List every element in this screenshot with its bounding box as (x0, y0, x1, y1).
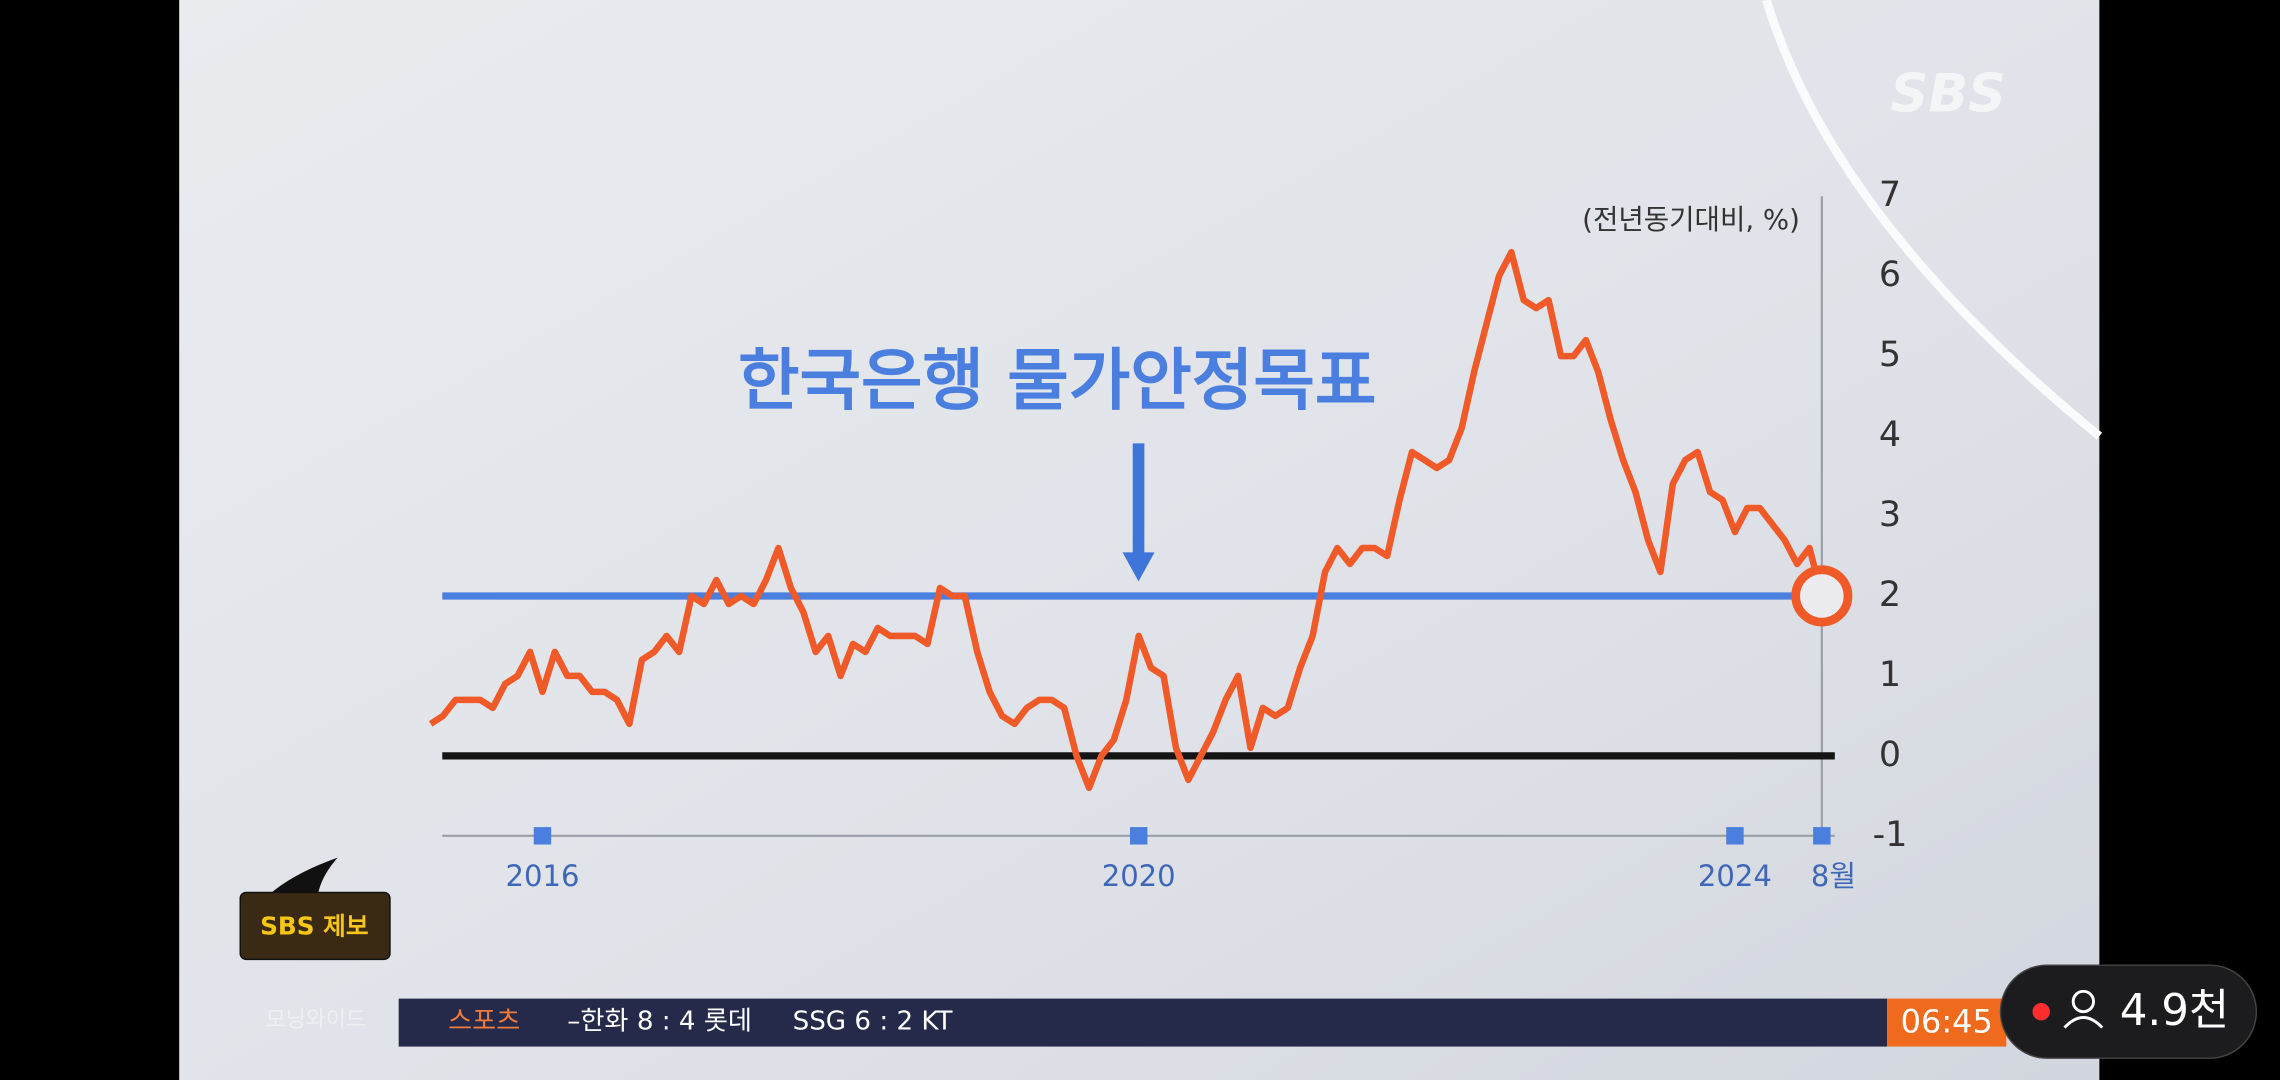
tip-badge-text: SBS 제보 (260, 911, 368, 940)
x-tick-mark (1726, 827, 1744, 845)
tip-badge (239, 891, 391, 961)
annotation: 한국은행 물가안정목표 (738, 342, 1376, 420)
y-tick-label: 4 (1879, 415, 1901, 455)
ticker-bar (398, 998, 1888, 1047)
viewer-icon (2071, 989, 2095, 1014)
viewer-icon (2063, 1016, 2104, 1029)
ticker-label: 스포츠 (448, 1006, 520, 1036)
x-tick-label: 8월 (1811, 859, 1856, 893)
x-tick-mark (1813, 827, 1831, 845)
y-tick-label: 7 (1879, 175, 1901, 215)
y-tick-label: 2 (1879, 575, 1901, 615)
logo: SBS (1891, 63, 2006, 124)
live-dot (2032, 1002, 2050, 1021)
y-tick-label: 5 (1879, 335, 1901, 375)
series-line (428, 248, 1826, 792)
x-tick-mark (533, 827, 552, 845)
axis-label: (전년동기대비, %) (1582, 203, 1800, 236)
clock-box (1887, 998, 2007, 1047)
ticker-item: SSG 6 : 2 KT (793, 1006, 954, 1036)
y-tick-label: 0 (1879, 735, 1901, 775)
x-tick-label: 2024 (1698, 859, 1772, 893)
arrow-head (1122, 552, 1155, 582)
plot: -1 0 1 2 3 4 5 6 7 2016 2020 2024 8월 (428, 175, 1908, 893)
program-name: 모닝와이드 (266, 1007, 366, 1032)
ticker-item: –한화 8 : 4 롯데 (567, 1006, 752, 1036)
end-marker (1791, 565, 1853, 627)
y-tick-label: 6 (1879, 255, 1901, 295)
x-tick-label: 2016 (505, 859, 579, 893)
clock: 06:45 (1901, 1002, 1993, 1040)
viewer-pill[interactable] (1999, 964, 2258, 1059)
decor-arc (1762, 0, 2103, 440)
y-tick-label: 1 (1879, 655, 1901, 695)
y-tick-label: -1 (1873, 815, 1908, 855)
x-tick-label: 2020 (1102, 859, 1176, 893)
y-tick-label: 3 (1879, 495, 1901, 535)
x-tick-mark (1129, 827, 1148, 845)
viewer-count: 4.9천 (2120, 986, 2229, 1036)
